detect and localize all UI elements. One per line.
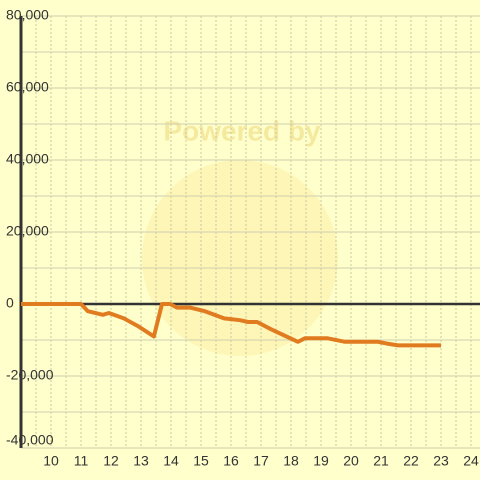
y-tick-label: 20,000 bbox=[6, 223, 49, 239]
x-tick-label: 22 bbox=[403, 453, 419, 469]
y-tick-label: 80,000 bbox=[6, 7, 49, 23]
x-tick-label: 11 bbox=[74, 453, 89, 469]
x-tick-label: 13 bbox=[133, 453, 149, 469]
y-tick-label: -20,000 bbox=[6, 367, 54, 383]
x-tick-label: 10 bbox=[43, 453, 59, 469]
watermark: Powered by bbox=[163, 115, 321, 146]
y-tick-label: -40,000 bbox=[6, 432, 54, 448]
x-tick-label: 24 bbox=[463, 453, 479, 469]
x-tick-label: 18 bbox=[283, 453, 299, 469]
x-tick-label: 23 bbox=[433, 453, 449, 469]
x-tick-label: 21 bbox=[373, 453, 389, 469]
y-tick-label: 40,000 bbox=[6, 151, 49, 167]
y-tick-label: 60,000 bbox=[6, 79, 49, 95]
x-tick-label: 20 bbox=[343, 453, 359, 469]
x-tick-label: 15 bbox=[193, 453, 209, 469]
x-tick-label: 14 bbox=[163, 453, 179, 469]
x-tick-label: 12 bbox=[103, 453, 119, 469]
x-tick-label: 19 bbox=[313, 453, 329, 469]
data-line bbox=[21, 302, 441, 348]
x-tick-label: 17 bbox=[253, 453, 269, 469]
x-tick-label: 16 bbox=[223, 453, 239, 469]
y-tick-label: 0 bbox=[6, 295, 14, 311]
